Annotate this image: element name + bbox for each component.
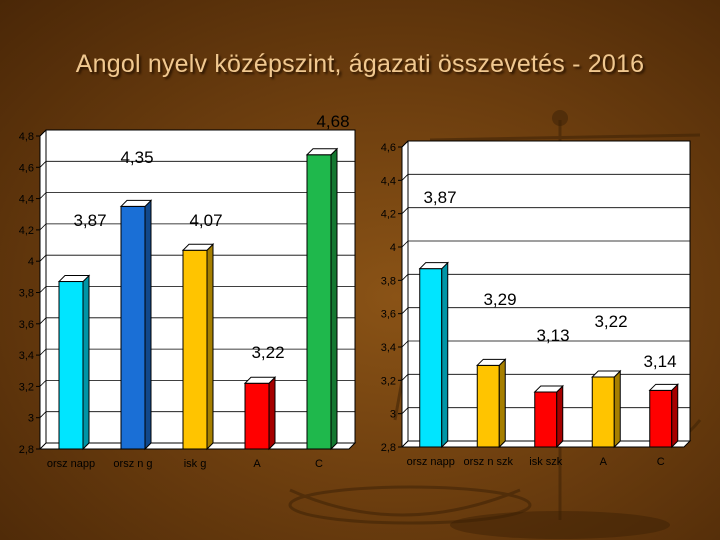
x-category-label: orsz n g bbox=[113, 458, 152, 470]
bar-top-4 bbox=[243, 376, 277, 384]
y-tick-label: 2,8 bbox=[19, 444, 34, 456]
data-value-label: 4,35 bbox=[120, 148, 153, 167]
y-tick-label: 4,4 bbox=[381, 175, 396, 187]
gridline bbox=[401, 240, 690, 248]
bar-2 bbox=[120, 205, 146, 450]
gridline bbox=[401, 140, 690, 148]
bar-top-2 bbox=[119, 199, 153, 207]
bar-3 bbox=[534, 391, 558, 448]
y-tick-label: 3,2 bbox=[381, 375, 396, 387]
bar-side-5 bbox=[330, 147, 338, 451]
gridline bbox=[401, 340, 690, 348]
bar-5 bbox=[649, 389, 673, 448]
gridline bbox=[401, 307, 690, 314]
bar-top-4 bbox=[591, 370, 622, 378]
gridline bbox=[39, 192, 355, 199]
bar-top-5 bbox=[648, 383, 679, 391]
bar-3 bbox=[182, 249, 208, 450]
bar-top-2 bbox=[476, 358, 507, 366]
y-tick-label: 4 bbox=[28, 256, 34, 268]
data-value-label: 3,87 bbox=[423, 188, 456, 207]
x-category-label: C bbox=[657, 456, 665, 468]
y-tick-label: 4,6 bbox=[19, 162, 34, 174]
y-tick-label: 3,8 bbox=[19, 288, 34, 300]
data-value-label: 3,22 bbox=[251, 343, 284, 362]
y-tick-label: 4,4 bbox=[19, 194, 34, 206]
gridline bbox=[39, 254, 355, 262]
y-tick-label: 4,2 bbox=[19, 225, 34, 237]
data-value-label: 3,22 bbox=[594, 312, 627, 331]
gridline bbox=[39, 160, 355, 168]
x-category-label: A bbox=[253, 458, 261, 470]
bar-side-3 bbox=[556, 384, 564, 449]
y-tick-label: 4,6 bbox=[381, 142, 396, 154]
y-tick-label: 3,4 bbox=[381, 342, 396, 354]
bar-top-1 bbox=[57, 275, 91, 283]
y-tick-label: 4,8 bbox=[19, 131, 34, 143]
gridline bbox=[39, 129, 355, 137]
chart-title: Angol nyelv középszint, ágazati összevet… bbox=[75, 50, 645, 78]
bar-side-4 bbox=[613, 369, 621, 449]
x-category-label: isk szk bbox=[529, 456, 563, 468]
bar-top-3 bbox=[181, 243, 215, 251]
bar-1 bbox=[419, 268, 443, 448]
bar-top-5 bbox=[305, 148, 339, 156]
x-category-label: orsz n szk bbox=[463, 456, 513, 468]
data-value-label: 4,68 bbox=[316, 112, 349, 131]
data-value-label: 3,14 bbox=[643, 352, 676, 371]
data-value-label: 4,07 bbox=[189, 211, 222, 230]
gridline bbox=[401, 207, 690, 214]
bar-5 bbox=[306, 154, 332, 450]
bar-side-3 bbox=[206, 243, 214, 451]
y-tick-label: 3,8 bbox=[381, 275, 396, 287]
y-tick-label: 3,4 bbox=[19, 350, 34, 362]
bar-2 bbox=[476, 364, 500, 448]
bar-top-1 bbox=[418, 262, 449, 270]
y-tick-label: 3 bbox=[28, 413, 34, 425]
gridline bbox=[39, 223, 355, 231]
y-tick-label: 2,8 bbox=[381, 442, 396, 454]
y-tick-label: 3,6 bbox=[19, 319, 34, 331]
y-tick-label: 3,2 bbox=[19, 381, 34, 393]
bar-side-2 bbox=[144, 199, 152, 451]
bar-side-2 bbox=[498, 358, 506, 449]
y-tick-label: 4 bbox=[390, 242, 396, 254]
bar-top-3 bbox=[533, 385, 564, 393]
x-category-label: orsz napp bbox=[407, 456, 455, 468]
data-value-label: 3,13 bbox=[536, 326, 569, 345]
gridline bbox=[401, 173, 690, 181]
data-value-label: 3,29 bbox=[483, 290, 516, 309]
bar-4 bbox=[591, 376, 615, 448]
bar-side-1 bbox=[441, 261, 449, 449]
x-category-label: A bbox=[600, 456, 608, 468]
bar-1 bbox=[58, 281, 84, 450]
y-tick-label: 3 bbox=[390, 409, 396, 421]
bar-side-4 bbox=[268, 376, 276, 451]
bar-side-5 bbox=[671, 383, 679, 449]
chart-right: 2,8 3 3,2 3,4 3,6 3,8 4 4,2 4,4 4,6 orsz napp 3,87 o… bbox=[381, 140, 692, 468]
gridline bbox=[39, 348, 355, 356]
gridline bbox=[39, 286, 355, 293]
gridline bbox=[39, 317, 355, 325]
data-value-label: 3,87 bbox=[73, 211, 106, 230]
bar-side-1 bbox=[82, 274, 90, 451]
y-tick-label: 3,6 bbox=[381, 309, 396, 321]
gridline bbox=[401, 273, 690, 281]
x-category-label: orsz napp bbox=[47, 458, 95, 470]
bar-4 bbox=[244, 382, 270, 450]
y-tick-label: 4,2 bbox=[381, 209, 396, 221]
x-category-label: C bbox=[315, 458, 323, 470]
chart-left: 2,8 3 3,2 3,4 3,6 3,8 4 4,2 4,4 4,6 4,8 orsz napp 3,… bbox=[19, 112, 357, 470]
x-category-label: isk g bbox=[184, 458, 207, 470]
